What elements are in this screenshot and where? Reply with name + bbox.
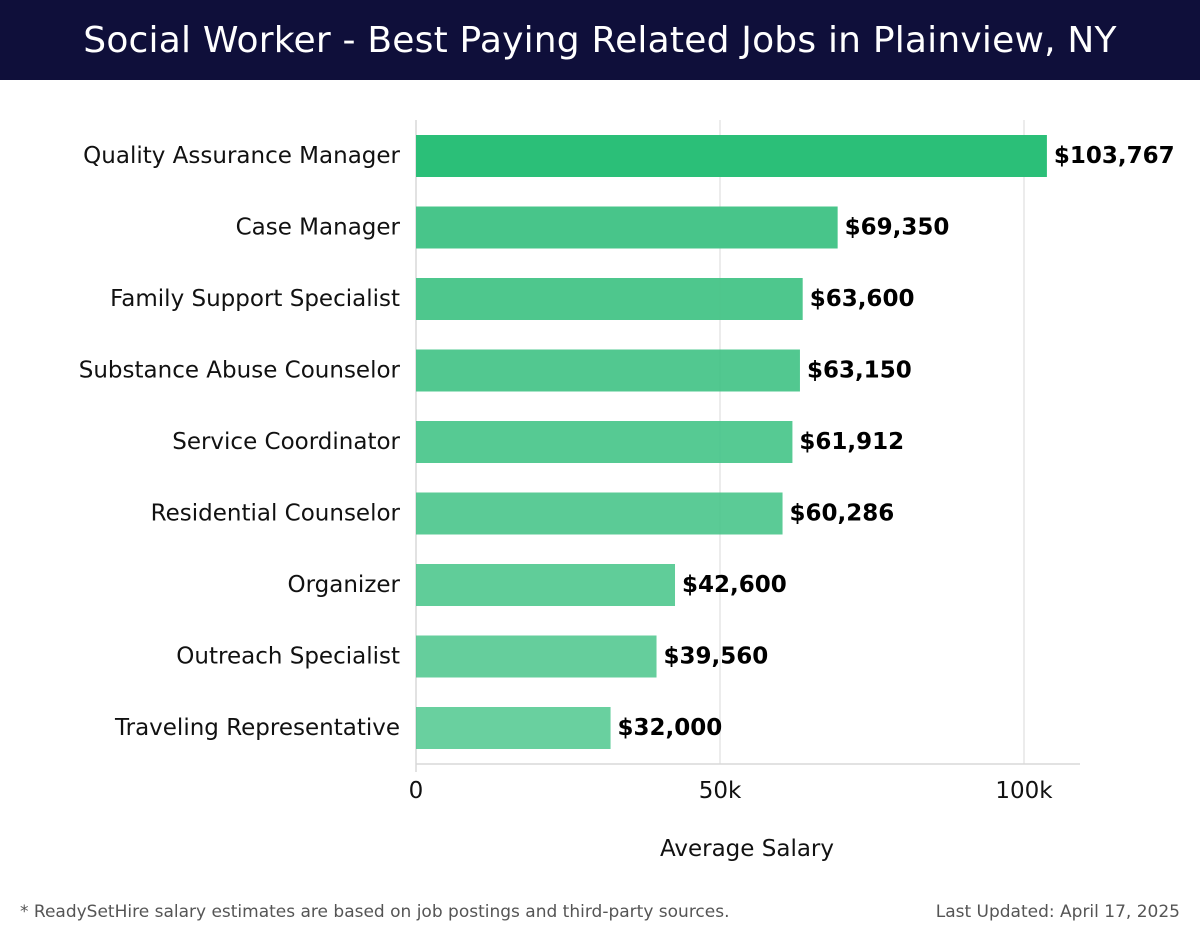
value-label: $60,286 bbox=[790, 501, 895, 527]
value-label: $32,000 bbox=[618, 715, 723, 741]
chart-header: Social Worker - Best Paying Related Jobs… bbox=[0, 0, 1200, 80]
bar bbox=[416, 135, 1047, 177]
bar bbox=[416, 278, 803, 320]
bar bbox=[416, 421, 793, 463]
category-label: Organizer bbox=[288, 572, 401, 598]
value-label: $39,560 bbox=[664, 644, 769, 670]
bar-chart: Quality Assurance Manager $103,767 Case Ma… bbox=[79, 120, 1175, 862]
category-label: Outreach Specialist bbox=[176, 644, 400, 670]
bar bbox=[416, 707, 611, 749]
value-label: $42,600 bbox=[682, 572, 787, 598]
last-updated: Last Updated: April 17, 2025 bbox=[935, 902, 1180, 922]
bar bbox=[416, 492, 783, 535]
value-label: $69,350 bbox=[845, 215, 950, 241]
category-label: Traveling Representative bbox=[114, 715, 400, 741]
value-label: $103,767 bbox=[1054, 143, 1175, 169]
category-label: Residential Counselor bbox=[151, 501, 401, 527]
x-axis-title: Average Salary bbox=[660, 836, 834, 862]
chart-title: Social Worker - Best Paying Related Jobs… bbox=[83, 19, 1117, 61]
bar bbox=[416, 564, 676, 606]
value-label: $63,150 bbox=[807, 358, 912, 384]
bar bbox=[416, 349, 800, 392]
bar bbox=[416, 635, 657, 678]
x-tick-label: 0 bbox=[409, 778, 424, 804]
value-label: $61,912 bbox=[799, 429, 904, 455]
bar bbox=[416, 206, 838, 249]
category-label: Family Support Specialist bbox=[110, 286, 400, 312]
category-label: Case Manager bbox=[236, 215, 401, 241]
category-label: Quality Assurance Manager bbox=[83, 143, 400, 169]
x-tick-label: 100k bbox=[995, 778, 1053, 804]
category-label: Service Coordinator bbox=[172, 429, 400, 455]
category-label: Substance Abuse Counselor bbox=[79, 358, 401, 384]
x-tick-label: 50k bbox=[699, 778, 742, 804]
value-label: $63,600 bbox=[810, 286, 915, 312]
footnote: * ReadySetHire salary estimates are base… bbox=[20, 902, 730, 922]
